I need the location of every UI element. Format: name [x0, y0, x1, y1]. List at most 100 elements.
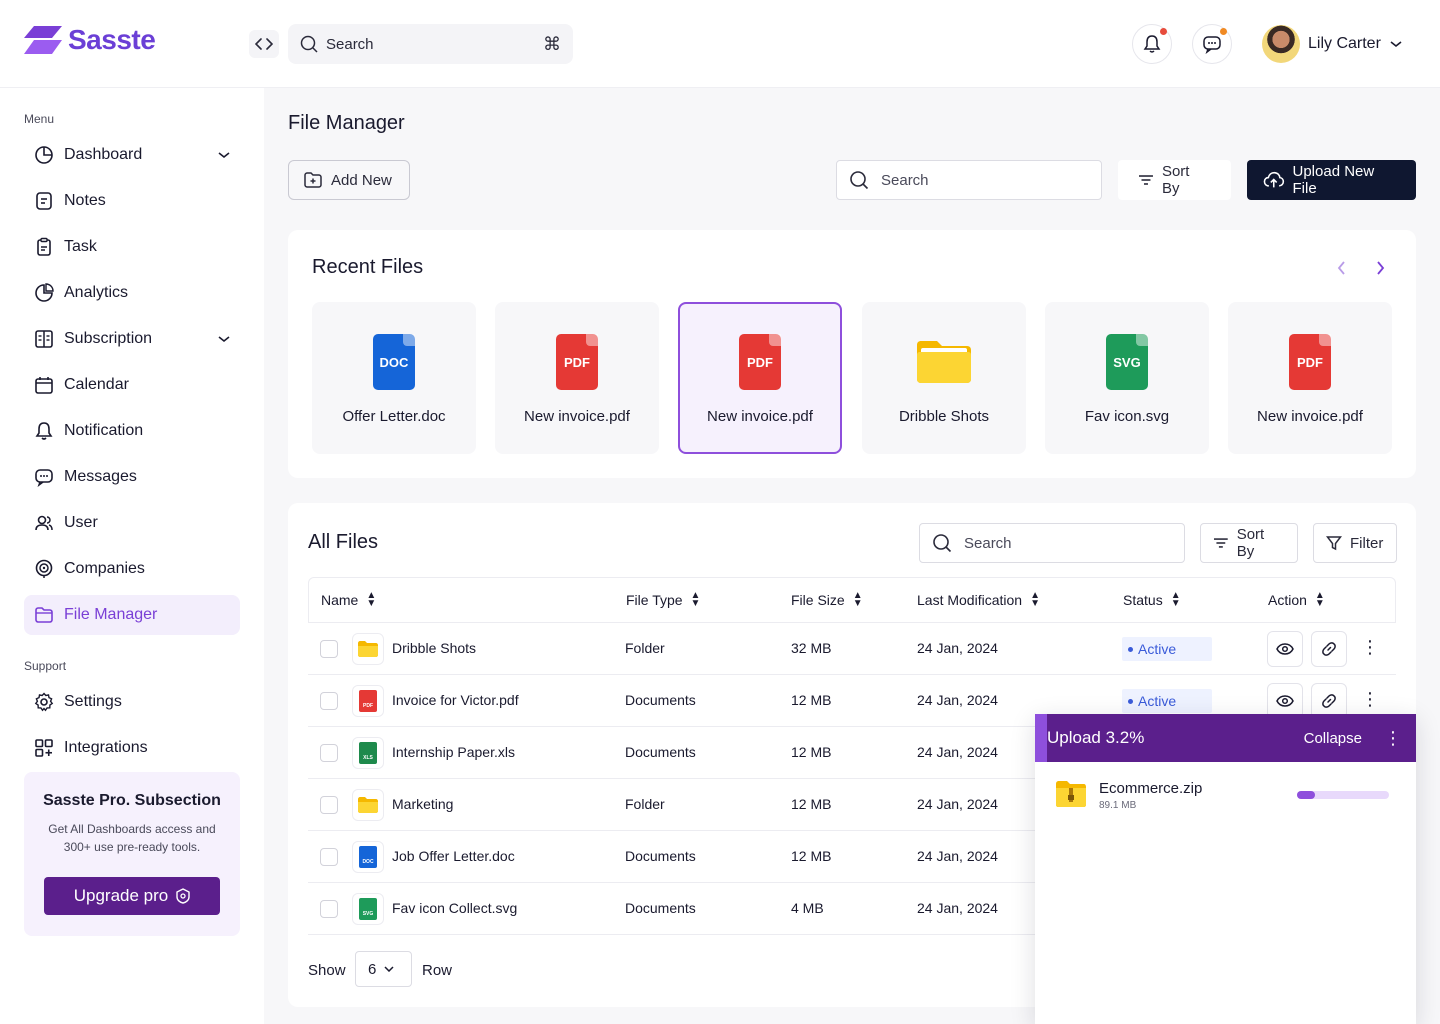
- table-sort-by-button[interactable]: Sort By: [1200, 523, 1298, 563]
- sidebar-item-dashboard[interactable]: Dashboard: [24, 135, 240, 175]
- bell-icon: [1143, 35, 1161, 53]
- add-new-label: Add New: [331, 171, 392, 189]
- search-icon: [850, 171, 869, 190]
- sidebar-item-calendar[interactable]: Calendar: [24, 365, 240, 405]
- sidebar-item-notes[interactable]: Notes: [24, 181, 240, 221]
- upload-new-file-button[interactable]: Upload New File: [1247, 160, 1416, 200]
- table-row[interactable]: Marketing Folder 12 MB 24 Jan, 2024: [308, 779, 1396, 831]
- row-checkbox[interactable]: [320, 640, 338, 658]
- pdf-file-icon: PDF: [1289, 334, 1331, 390]
- recent-file-tile[interactable]: SVG Fav icon.svg: [1045, 302, 1209, 454]
- sort-arrows-icon: ▲ ▼: [1170, 590, 1181, 609]
- file-type: Documents: [625, 692, 696, 708]
- table-row[interactable]: XLS Internship Paper.xls Documents 12 MB…: [308, 727, 1396, 779]
- sidebar-item-companies[interactable]: Companies: [24, 549, 240, 589]
- view-button[interactable]: [1267, 631, 1303, 667]
- analytics-icon: [35, 283, 54, 302]
- recent-file-name: New invoice.pdf: [524, 408, 630, 425]
- pdf-file-icon: PDF: [739, 334, 781, 390]
- copy-link-button[interactable]: [1311, 631, 1347, 667]
- doc-file-icon: DOC: [373, 334, 415, 390]
- sidebar-toggle-button[interactable]: [249, 30, 279, 58]
- table-search-input[interactable]: Search: [919, 523, 1185, 563]
- rows-per-page-select[interactable]: 6: [355, 951, 412, 987]
- table-row[interactable]: SVG Fav icon Collect.svg Documents 4 MB …: [308, 883, 1396, 935]
- file-modified: 24 Jan, 2024: [917, 744, 998, 760]
- chat-icon: [1203, 36, 1221, 54]
- upload-panel-header: Upload 3.2% Collapse ⋮: [1035, 714, 1416, 762]
- row-checkbox[interactable]: [320, 900, 338, 918]
- sidebar-item-subscription[interactable]: Subscription: [24, 319, 240, 359]
- recent-file-tile[interactable]: PDF New invoice.pdf: [1228, 302, 1392, 454]
- file-name[interactable]: Invoice for Victor.pdf: [392, 692, 519, 708]
- recent-file-tile-selected[interactable]: PDF New invoice.pdf: [678, 302, 842, 454]
- chevron-down-icon: [1390, 41, 1402, 48]
- column-header-name[interactable]: Name ▲ ▼: [321, 591, 376, 609]
- row-checkbox[interactable]: [320, 796, 338, 814]
- upload-file-name: Ecommerce.zip: [1099, 780, 1203, 797]
- column-header-last-modification[interactable]: Last Modification ▲ ▼: [917, 591, 1040, 609]
- collapse-button[interactable]: Collapse: [1303, 729, 1362, 747]
- table-row[interactable]: DOC Job Offer Letter.doc Documents 12 MB…: [308, 831, 1396, 883]
- recent-file-tile[interactable]: DOC Offer Letter.doc: [312, 302, 476, 454]
- more-options-icon[interactable]: ⋮: [1384, 727, 1402, 748]
- filter-label: Filter: [1350, 534, 1384, 552]
- file-name[interactable]: Fav icon Collect.svg: [392, 900, 518, 916]
- add-new-button[interactable]: Add New: [288, 160, 410, 200]
- chevron-right-icon[interactable]: [1374, 260, 1386, 276]
- file-name[interactable]: Job Offer Letter.doc: [392, 848, 515, 864]
- badge-icon: [176, 888, 190, 904]
- status-badge: Active: [1122, 637, 1212, 661]
- column-header-file-type[interactable]: File Type ▲ ▼: [626, 591, 700, 609]
- table-header: Name ▲ ▼ File Type ▲ ▼ File Size ▲ ▼ Last Modi…: [308, 577, 1396, 623]
- column-header-file-size[interactable]: File Size ▲ ▼: [791, 591, 863, 609]
- chevron-left-icon[interactable]: [1336, 260, 1348, 276]
- more-options-icon[interactable]: ⋮: [1361, 689, 1379, 709]
- user-menu[interactable]: Lily Carter: [1262, 24, 1403, 64]
- sidebar-item-label: File Manager: [64, 606, 158, 623]
- companies-icon: [35, 559, 53, 578]
- bell-icon: [35, 422, 53, 440]
- file-name[interactable]: Dribble Shots: [392, 640, 477, 656]
- file-search-input[interactable]: Search: [836, 160, 1102, 200]
- file-name[interactable]: Marketing: [392, 796, 454, 812]
- table-row[interactable]: Dribble Shots Folder 32 MB 24 Jan, 2024 …: [308, 623, 1396, 675]
- sort-by-button[interactable]: Sort By: [1118, 160, 1231, 200]
- svg-file-icon: SVG: [352, 893, 384, 925]
- search-placeholder: Search: [881, 171, 929, 189]
- sidebar-item-label: Notes: [64, 192, 106, 209]
- brand-logo[interactable]: Sasste: [24, 24, 156, 56]
- sidebar-item-analytics[interactable]: Analytics: [24, 273, 240, 313]
- table-row[interactable]: PDF Invoice for Victor.pdf Documents 12 …: [308, 675, 1396, 727]
- sidebar-item-integrations[interactable]: Integrations: [24, 728, 240, 768]
- file-name[interactable]: Internship Paper.xls: [392, 744, 515, 760]
- sidebar-item-messages[interactable]: Messages: [24, 457, 240, 497]
- sidebar-item-task[interactable]: Task: [24, 227, 240, 267]
- file-size: 12 MB: [791, 796, 832, 812]
- more-options-icon[interactable]: ⋮: [1361, 637, 1379, 657]
- file-size: 32 MB: [791, 640, 832, 656]
- column-label: File Type: [626, 592, 683, 608]
- rows-per-page-value: 6: [368, 960, 377, 978]
- file-modified: 24 Jan, 2024: [917, 640, 998, 656]
- upload-item: Ecommerce.zip 89.1 MB: [1035, 762, 1416, 826]
- upgrade-pro-button[interactable]: Upgrade pro: [44, 877, 220, 915]
- recent-file-name: New invoice.pdf: [707, 408, 813, 425]
- column-header-action[interactable]: Action ▲ ▼: [1268, 591, 1325, 609]
- row-checkbox[interactable]: [320, 744, 338, 762]
- global-search-input[interactable]: Search ⌘: [288, 24, 573, 64]
- messages-button[interactable]: [1192, 24, 1232, 64]
- promo-title: Sasste Pro. Subsection: [43, 792, 221, 809]
- notification-button[interactable]: [1132, 24, 1172, 64]
- row-checkbox[interactable]: [320, 848, 338, 866]
- filter-button[interactable]: Filter: [1313, 523, 1397, 563]
- column-header-status[interactable]: Status ▲ ▼: [1123, 590, 1181, 609]
- recent-file-tile[interactable]: Dribble Shots: [862, 302, 1026, 454]
- sidebar-item-user[interactable]: User: [24, 503, 240, 543]
- sidebar-item-notification[interactable]: Notification: [24, 411, 240, 451]
- sidebar-item-settings[interactable]: Settings: [24, 682, 240, 722]
- calendar-icon: [35, 377, 53, 394]
- row-checkbox[interactable]: [320, 692, 338, 710]
- sidebar-item-file-manager[interactable]: File Manager: [24, 595, 240, 635]
- recent-file-tile[interactable]: PDF New invoice.pdf: [495, 302, 659, 454]
